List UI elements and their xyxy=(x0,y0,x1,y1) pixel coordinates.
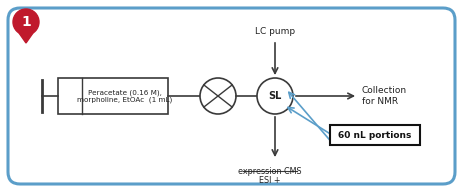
Text: ESI +: ESI + xyxy=(259,176,281,185)
Circle shape xyxy=(13,9,39,35)
Text: 1: 1 xyxy=(21,15,31,29)
Bar xyxy=(58,78,168,114)
Text: 60 nL portions: 60 nL portions xyxy=(338,131,412,140)
Polygon shape xyxy=(19,33,33,43)
Text: SL: SL xyxy=(269,91,282,101)
Bar xyxy=(330,125,420,145)
Circle shape xyxy=(257,78,293,114)
FancyBboxPatch shape xyxy=(8,8,455,184)
Circle shape xyxy=(200,78,236,114)
Text: Collection
for NMR: Collection for NMR xyxy=(362,86,407,106)
Text: LC pump: LC pump xyxy=(255,27,295,36)
Text: Peracetate (0.16 M),
morpholine, EtOAc  (1 mL): Peracetate (0.16 M), morpholine, EtOAc (… xyxy=(77,89,173,103)
Text: expression CMS: expression CMS xyxy=(238,167,302,176)
